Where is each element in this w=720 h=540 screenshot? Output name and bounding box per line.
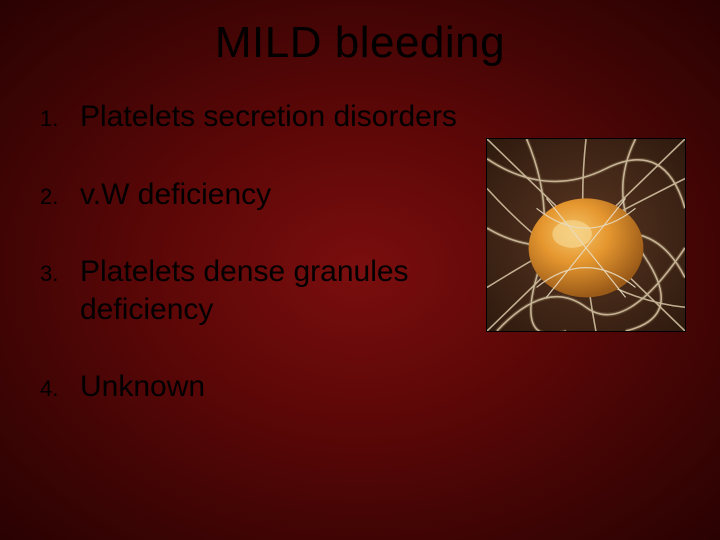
item-text: v.W deficiency	[80, 176, 271, 214]
cell-image-svg	[487, 139, 685, 331]
slide-title: MILD bleeding	[0, 0, 720, 68]
cell-image	[486, 138, 686, 332]
item-number: 3.	[40, 253, 80, 288]
list-item: 1. Platelets secretion disorders	[40, 98, 680, 136]
item-text: Unknown	[80, 368, 205, 406]
item-text: Platelets dense granules deficiency	[80, 253, 480, 328]
list-item: 4. Unknown	[40, 368, 680, 406]
slide-body: 1. Platelets secretion disorders 2. v.W …	[0, 68, 720, 406]
item-text: Platelets secretion disorders	[80, 98, 457, 136]
item-number: 1.	[40, 98, 80, 133]
item-number: 2.	[40, 176, 80, 211]
item-number: 4.	[40, 368, 80, 403]
